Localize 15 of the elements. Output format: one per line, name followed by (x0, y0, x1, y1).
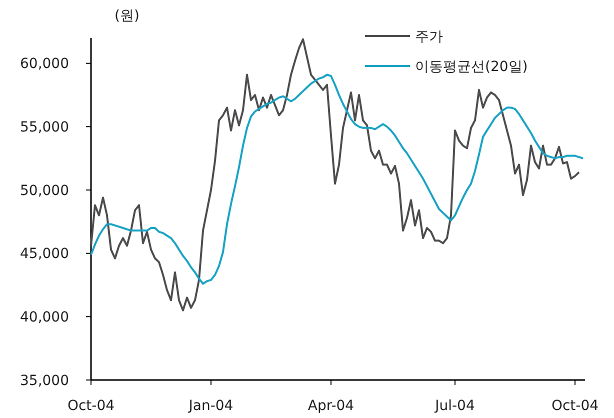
y-tick-label: 35,000 (20, 372, 69, 389)
x-tick-label: Apr-04 (308, 398, 354, 414)
y-tick-label: 45,000 (20, 246, 69, 262)
legend-label: 이동평균선(20일) (415, 58, 528, 75)
x-tick-label: Oct-04 (67, 398, 115, 414)
x-tick-label: Jan-04 (188, 398, 234, 414)
y-tick-label: 40,000 (20, 310, 69, 326)
legend-label: 주가 (415, 28, 443, 45)
x-tick-label: Oct-04 (551, 398, 599, 414)
line-series (90, 74, 584, 285)
y-tick-label: 55,000 (20, 120, 69, 136)
y-tick-label: 60,000 (20, 56, 69, 72)
y-tick-label: 50,000 (20, 182, 69, 199)
x-tick-label: Jul-04 (434, 398, 475, 414)
y-axis-title: (원) (114, 8, 140, 24)
